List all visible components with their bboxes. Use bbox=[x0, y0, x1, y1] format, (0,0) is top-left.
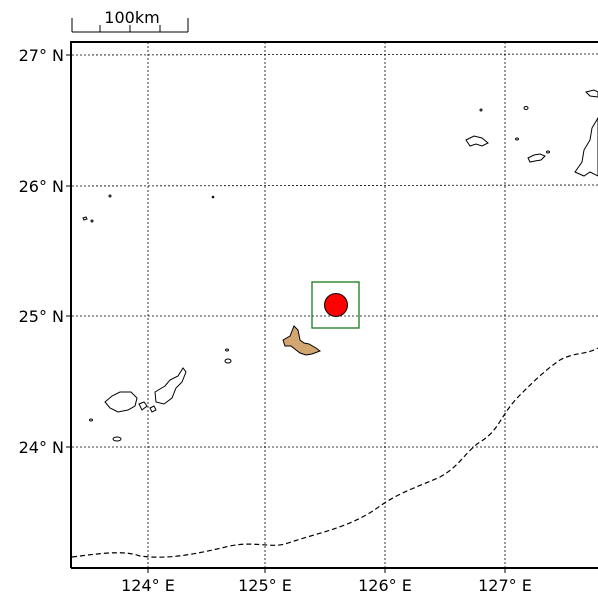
island-kumejima bbox=[465, 135, 489, 147]
island-specks-west bbox=[82, 216, 88, 221]
island-iheya bbox=[585, 89, 598, 98]
map-frame bbox=[70, 41, 598, 569]
island-speck-5 bbox=[546, 150, 550, 154]
lat-label-27: 27° N bbox=[19, 46, 64, 65]
island-okinawa-main bbox=[574, 117, 598, 177]
lon-label-126: 126° E bbox=[358, 576, 412, 594]
focus-box bbox=[311, 281, 360, 329]
island-miyako-highlighted bbox=[282, 325, 322, 356]
island-iriomote bbox=[104, 391, 138, 413]
island-ishigaki bbox=[154, 367, 187, 405]
island-tarama bbox=[224, 358, 232, 364]
island-speck-4 bbox=[515, 137, 519, 141]
coastlines bbox=[82, 89, 598, 442]
island-speck-1 bbox=[90, 219, 94, 223]
epicenter-marker bbox=[324, 293, 348, 317]
lon-label-125: 125° E bbox=[238, 576, 292, 594]
island-small-3 bbox=[89, 418, 93, 422]
scale-bar-label: 100km bbox=[104, 8, 159, 27]
island-speck-3 bbox=[211, 195, 215, 199]
island-hateruma bbox=[112, 436, 122, 442]
lon-label-124: 124° E bbox=[121, 576, 175, 594]
trench-line bbox=[71, 347, 598, 558]
lat-label-26: 26° N bbox=[19, 177, 64, 196]
lat-gridline-26 bbox=[71, 184, 598, 187]
lon-label-127: 127° E bbox=[478, 576, 532, 594]
scale-bar: 100km bbox=[71, 8, 189, 33]
island-small-2 bbox=[149, 405, 157, 413]
lat-label-24: 24° N bbox=[19, 438, 64, 457]
island-minna bbox=[225, 348, 229, 352]
island-kerama bbox=[527, 153, 546, 163]
island-speck-2 bbox=[108, 194, 112, 198]
island-small-1 bbox=[138, 401, 148, 411]
frame-ticks bbox=[66, 54, 506, 573]
lat-label-25: 25° N bbox=[19, 307, 64, 326]
lat-gridline-27 bbox=[71, 53, 598, 56]
island-speck-7 bbox=[479, 108, 483, 112]
island-speck-6 bbox=[523, 106, 529, 110]
